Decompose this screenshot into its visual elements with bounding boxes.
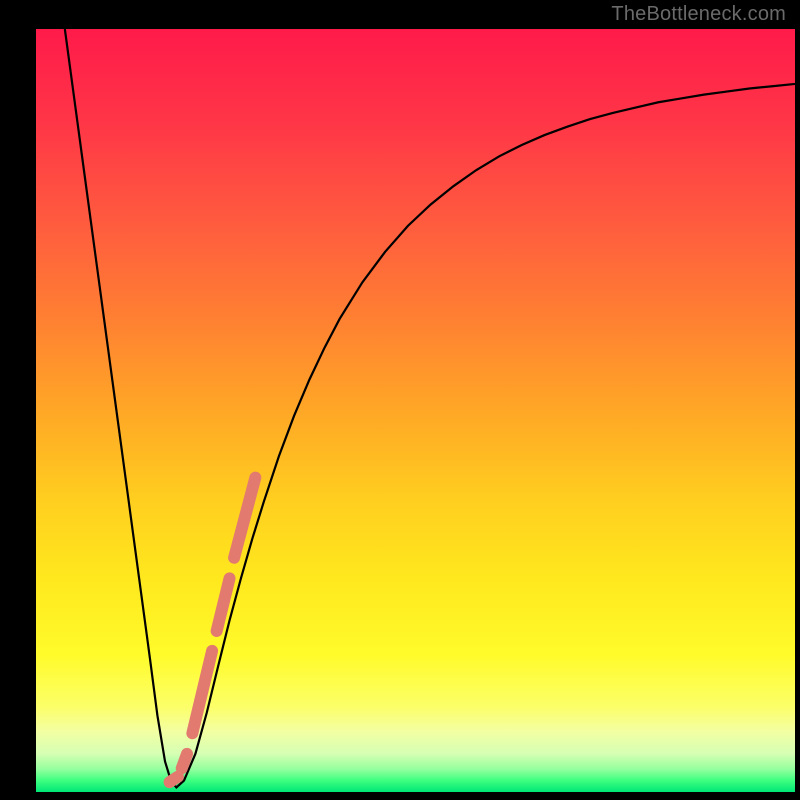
chart-frame xyxy=(36,29,795,792)
watermark-text: TheBottleneck.com xyxy=(611,3,786,26)
gradient-background xyxy=(36,29,795,792)
bottleneck-chart xyxy=(36,29,795,792)
